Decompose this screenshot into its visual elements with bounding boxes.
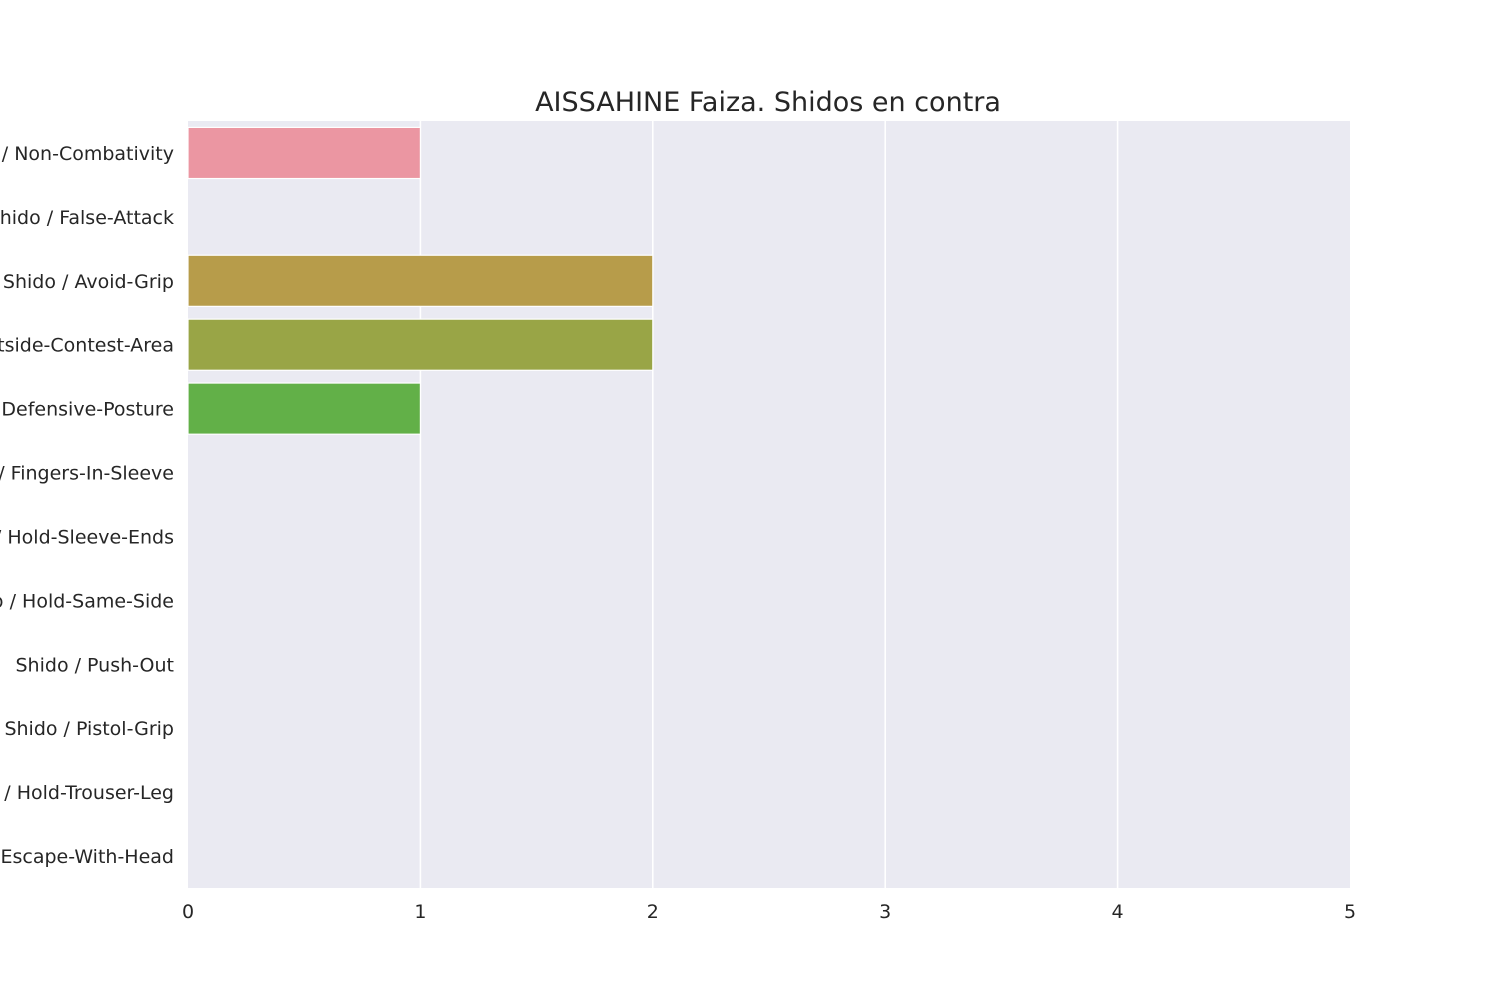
x-tick-label: 3 [879, 901, 891, 923]
y-tick-label: Shido / Outside-Contest-Area [0, 335, 174, 357]
bar [187, 382, 421, 435]
y-tick-label: Shido / Pistol-Grip [4, 718, 174, 740]
bar [187, 126, 421, 180]
x-tick-label: 0 [182, 901, 194, 923]
grid-lines [419, 121, 1119, 888]
x-tick-label: 1 [414, 901, 426, 923]
x-tick-label: 5 [1344, 901, 1356, 923]
bars [187, 126, 654, 435]
bar [187, 318, 654, 371]
y-tick-label: Shido / Non-Combativity [0, 143, 174, 165]
y-tick-label: Shido / Hold-Trouser-Leg [0, 782, 174, 804]
y-tick-label: Shido / Escape-With-Head [0, 846, 174, 868]
x-tick-label: 2 [647, 901, 659, 923]
y-tick-labels: Shido / Non-Combativity Shido / False-Att… [0, 143, 174, 868]
y-tick-label: Shido / Hold-Sleeve-Ends [0, 526, 174, 548]
chart-title: AISSAHINE Faiza. Shidos en contra [535, 87, 1001, 118]
y-tick-label: Shido / Hold-Same-Side [0, 590, 174, 612]
x-tick-labels: 0 1 2 3 4 5 [182, 901, 1356, 923]
y-tick-label: Shido / False-Attack [0, 207, 174, 229]
y-tick-label: Shido / Push-Out [16, 654, 175, 676]
y-tick-label: Shido / Avoid-Grip [3, 271, 174, 293]
x-tick-label: 4 [1112, 901, 1124, 923]
plot-area [188, 121, 1350, 888]
bar [187, 254, 654, 307]
y-tick-label: Shido / Defensive-Posture [0, 399, 174, 421]
y-tick-label: Shido / Fingers-In-Sleeve [0, 463, 174, 485]
